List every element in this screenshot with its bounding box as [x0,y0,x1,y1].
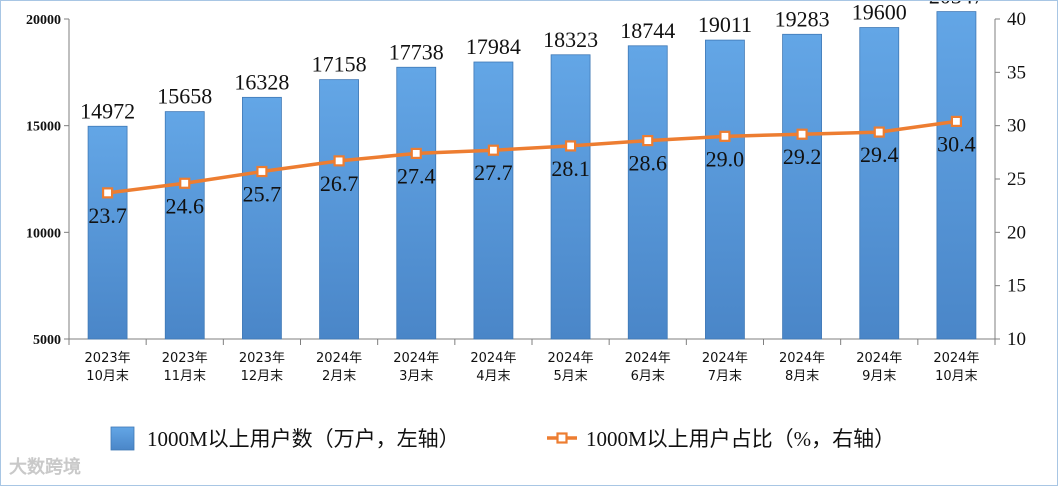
bar [164,111,205,340]
line-value-label: 27.7 [474,160,513,185]
category-label: 2024年 4月末 [470,351,516,384]
bar-value-label: 20347 [929,1,984,9]
line-marker [256,165,268,178]
bar-value-label: 17738 [389,39,444,64]
legend: 1000M以上用户数（万户，左轴） 1000M以上用户占比（%，右轴） [110,426,895,451]
line-marker [796,128,808,140]
line-marker [410,147,422,159]
category-label: 2023年 11月末 [162,351,208,384]
line-value-label: 23.7 [88,203,127,228]
right-tick-label: 15 [1007,276,1026,297]
line-value-label: 26.7 [320,171,359,196]
left-tick-label: 15000 [26,120,61,135]
category-label: 2024年 3月末 [393,351,439,384]
line-path [107,119,957,195]
category-label: 2024年 6月末 [625,351,671,384]
bar-value-label: 18323 [543,27,598,52]
line-marker [950,115,963,128]
category-label: 2024年 8月末 [779,351,825,384]
line-marker [333,155,345,167]
bar-value-label: 17984 [466,34,521,59]
bar [242,96,282,340]
bar [705,39,745,340]
category-label: 2024年 9月末 [856,351,902,384]
left-tick-label: 20000 [26,13,61,28]
line-marker [873,126,885,138]
bar [473,61,514,340]
line-value-label: 30.4 [937,131,976,156]
bar-value-label: 18744 [620,18,675,43]
line-value-label: 28.1 [551,156,590,181]
line-value-label: 29.0 [706,146,745,171]
bar-value-label: 19283 [775,6,830,31]
legend-line-marker [556,432,568,444]
legend-bar-label: 1000M以上用户数（万户，左轴） [147,427,460,451]
left-tick-label: 5000 [33,333,61,348]
left-tick-label: 10000 [26,226,61,241]
line-value-label: 28.6 [629,151,668,176]
line-marker [179,177,191,189]
data-labels: 14972 15658 16328 17158 17738 17984 18323 18744… [80,1,984,228]
category-label: 2023年 12月末 [239,351,285,384]
bar [396,66,437,340]
line-value-label: 27.4 [397,163,436,188]
right-tick-label: 25 [1007,169,1026,190]
bar [782,33,822,340]
axes: 5000 10000 15000 20000 10 15 20 25 30 35 40 2023年 10… [26,9,1026,384]
bar [936,11,977,340]
line-marker [101,187,114,199]
bar-value-label: 19011 [698,12,752,37]
line-marker [719,130,731,142]
category-label: 2024年 7月末 [702,351,748,384]
right-tick-label: 35 [1007,62,1026,83]
bar [319,79,359,340]
line-marker [642,135,654,147]
line-marker [487,144,500,156]
line-marker [564,140,577,152]
category-label: 2024年 5月末 [548,351,594,384]
right-tick-label: 40 [1007,9,1026,30]
legend-line-label: 1000M以上用户占比（%，右轴） [586,427,895,451]
bar-series [87,11,977,340]
line-series [101,115,963,199]
line-value-label: 29.4 [860,142,899,167]
bar-value-label: 17158 [312,52,367,77]
bar-value-label: 19600 [852,1,907,25]
bar [859,27,900,340]
bar-value-label: 15658 [157,84,212,109]
legend-bar-swatch [110,426,135,451]
right-tick-label: 10 [1007,329,1026,350]
category-label: 2024年 2月末 [316,351,362,384]
line-value-label: 29.2 [783,144,822,169]
bar-value-label: 16328 [234,69,289,94]
line-value-label: 25.7 [243,182,282,207]
right-tick-label: 20 [1007,222,1026,243]
line-value-label: 24.6 [166,193,205,218]
bar [627,45,668,340]
watermark: 大数跨境 [9,457,81,478]
bar [87,125,128,340]
category-label: 2024年 10月末 [933,351,979,384]
category-label: 2023年 10月末 [85,351,131,384]
bar-value-label: 14972 [80,98,135,123]
bar [550,54,591,340]
right-tick-label: 30 [1007,116,1026,137]
